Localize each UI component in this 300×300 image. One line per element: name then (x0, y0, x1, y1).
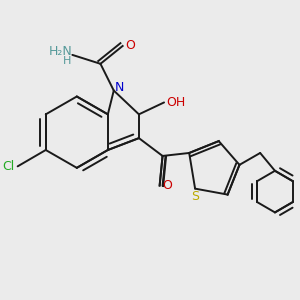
Text: OH: OH (166, 96, 185, 109)
Text: Cl: Cl (3, 160, 15, 173)
Text: S: S (191, 190, 199, 202)
Text: H: H (63, 56, 71, 66)
Text: O: O (125, 40, 135, 52)
Text: N: N (115, 81, 124, 94)
Text: H₂N: H₂N (49, 45, 72, 58)
Text: O: O (162, 179, 172, 192)
